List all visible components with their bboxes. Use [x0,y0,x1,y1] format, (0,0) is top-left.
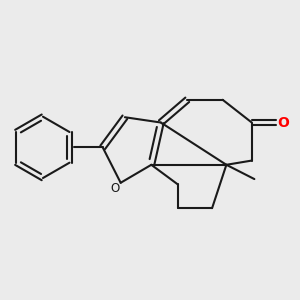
Text: O: O [278,116,290,130]
Text: O: O [111,182,120,195]
